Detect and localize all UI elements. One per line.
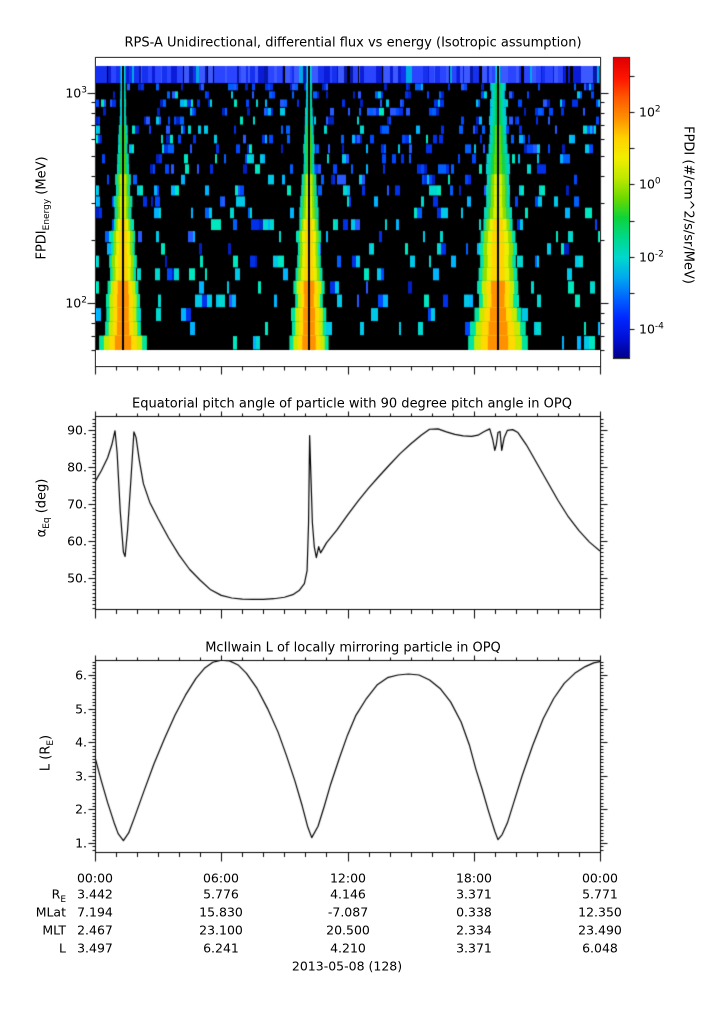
ephemeris-value: 3.371 [456, 886, 492, 901]
spectrogram-canvas [96, 58, 600, 366]
l-shell-title: McIlwain L of locally mirroring particle… [205, 640, 501, 656]
ephemeris-value: 2.334 [456, 922, 492, 937]
pitch-angle-y-axis-label: αEq (deg) [34, 478, 53, 538]
ephemeris-value: 4.146 [330, 886, 366, 901]
ephemeris-row-label: MLT [42, 922, 66, 937]
time-tick-label: 00:00 [76, 870, 114, 886]
time-tick-label: 06:00 [202, 870, 240, 886]
ephemeris-value: 5.776 [203, 886, 239, 901]
pitch-angle-y-tick-label: 70. [67, 496, 87, 512]
ephemeris-row-label: L [59, 940, 66, 955]
l-shell-y-tick-label: 2. [75, 801, 87, 817]
pitch-angle-y-tick-label: 90. [67, 422, 87, 438]
ephemeris-value: 2.467 [77, 922, 113, 937]
ephemeris-value: 3.371 [456, 940, 492, 955]
l-shell-y-axis-label: L (RE) [38, 734, 57, 772]
spectrogram-y-tick-label: 102 [65, 295, 87, 311]
colorbar-tick-label: 102 [639, 104, 661, 120]
pitch-angle-y-tick-label: 80. [67, 459, 87, 475]
l-shell-y-tick-label: 1. [75, 835, 87, 851]
ephemeris-value: 3.442 [77, 886, 113, 901]
time-tick-label: 00:00 [581, 870, 619, 886]
colorbar-canvas [614, 58, 629, 358]
date-label: 2013-05-08 (128) [291, 958, 403, 974]
ephemeris-value: 6.241 [203, 940, 239, 955]
ephemeris-value: 12.350 [578, 904, 622, 919]
l-shell-plot-canvas [96, 661, 600, 852]
colorbar-tick-label: 10-2 [639, 249, 664, 265]
ephemeris-row-label: MLat [35, 904, 66, 919]
time-tick-label: 12:00 [329, 870, 367, 886]
pitch-angle-title: Equatorial pitch angle of particle with … [132, 396, 572, 412]
spectrogram-y-tick-label: 103 [65, 85, 87, 101]
colorbar-axis-label: FPDI (#/cm^2/s/sr/MeV) [680, 126, 696, 284]
ephemeris-value: 3.497 [77, 940, 113, 955]
ephemeris-value: 23.100 [199, 922, 243, 937]
ephemeris-value: 5.771 [582, 886, 618, 901]
time-tick-label: 18:00 [455, 870, 493, 886]
ephemeris-value: 7.194 [77, 904, 113, 919]
ephemeris-value: 6.048 [582, 940, 618, 955]
colorbar-tick-label: 10-4 [639, 321, 664, 337]
ephemeris-value: 0.338 [456, 904, 492, 919]
spectrogram-y-axis-label: FPDIEnergy (MeV) [34, 156, 53, 260]
pitch-angle-plot-canvas [96, 417, 600, 609]
ephemeris-value: 4.210 [330, 940, 366, 955]
l-shell-y-tick-label: 4. [75, 734, 87, 750]
ephemeris-value: -7.087 [327, 904, 369, 919]
l-shell-y-tick-label: 6. [75, 667, 87, 683]
pitch-angle-y-tick-label: 50. [67, 570, 87, 586]
ephemeris-value: 23.490 [578, 922, 622, 937]
l-shell-y-tick-label: 3. [75, 768, 87, 784]
colorbar-tick-label: 100 [639, 176, 661, 192]
pitch-angle-y-tick-label: 60. [67, 533, 87, 549]
ephemeris-value: 20.500 [326, 922, 370, 937]
ephemeris-row-label: RE [51, 886, 66, 905]
ephemeris-value: 15.830 [199, 904, 243, 919]
l-shell-y-tick-label: 5. [75, 701, 87, 717]
spectrogram-title: RPS-A Unidirectional, differential flux … [124, 35, 582, 51]
